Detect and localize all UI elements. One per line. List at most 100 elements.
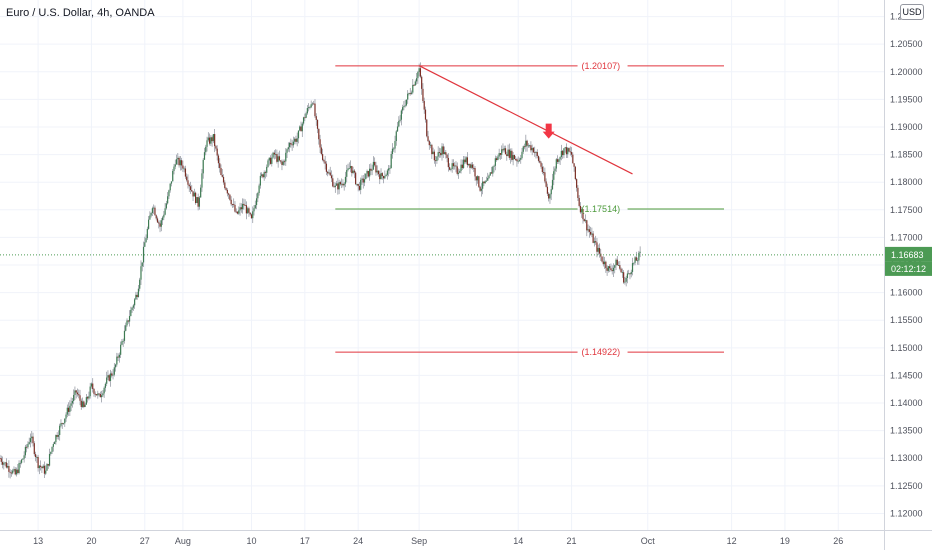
candle-body [273, 152, 275, 155]
candle-body [488, 175, 490, 179]
candle [347, 163, 349, 172]
candle-body [578, 197, 580, 206]
candle-body [263, 172, 265, 178]
candle [294, 137, 296, 145]
candle [99, 391, 101, 398]
candle-body [459, 170, 461, 173]
candle [447, 153, 449, 172]
candle [611, 265, 613, 275]
candle-body [597, 247, 599, 252]
candle [475, 176, 477, 186]
candle-body [313, 103, 315, 105]
candle [203, 147, 206, 160]
candle [624, 277, 626, 285]
candle-body [451, 163, 453, 170]
candle [51, 446, 53, 455]
candle [438, 147, 441, 158]
candle [525, 134, 527, 152]
candle-body [421, 76, 423, 89]
candle-body [414, 81, 416, 86]
candle [595, 235, 597, 245]
candle [554, 166, 556, 175]
candle-body [135, 294, 137, 300]
candle-body [294, 138, 296, 142]
candle [405, 99, 408, 107]
candle [106, 371, 108, 387]
candle-body [574, 166, 576, 180]
candle [234, 201, 236, 213]
candle-body [112, 374, 114, 376]
candle [541, 163, 543, 175]
time-tick-label: 21 [567, 536, 577, 546]
candle [530, 141, 532, 153]
candle [87, 396, 89, 403]
candle-body [55, 435, 57, 443]
candle [404, 99, 406, 108]
candle-body [342, 183, 344, 186]
candle [144, 236, 146, 247]
candle [208, 133, 211, 146]
candle [194, 191, 197, 205]
candle-body [217, 155, 220, 164]
candle-body [148, 219, 150, 229]
candle-body [598, 247, 601, 254]
candle-body [431, 144, 433, 155]
candle-body [358, 185, 361, 190]
candle [54, 441, 56, 445]
candle-body [224, 182, 226, 189]
candle-body [417, 72, 419, 79]
candle-body [630, 271, 632, 275]
price-tick-label: 1.17000 [890, 232, 923, 242]
candle-body [300, 126, 302, 132]
candle [217, 153, 220, 169]
candle-body [229, 194, 231, 200]
candle-body [99, 393, 101, 398]
currency-badge[interactable]: USD [900, 4, 924, 20]
candle [476, 175, 479, 184]
candle-body [603, 261, 606, 265]
candle [23, 451, 25, 463]
candle [409, 87, 411, 96]
candle [503, 145, 505, 153]
candle [351, 165, 353, 177]
candle [167, 192, 169, 205]
candle [380, 168, 382, 180]
candle-body [363, 179, 366, 183]
candle-body [536, 152, 538, 157]
candle-body [468, 163, 470, 166]
candle [151, 206, 154, 216]
candle [489, 171, 491, 176]
candle-body [497, 156, 499, 160]
candle-body [435, 160, 437, 162]
time-axis-labels: 13 20 27 Aug 10 17 24 Sep 14 21 Oct 12 19 26 [33, 536, 843, 546]
price-tick-label: 1.14500 [890, 370, 923, 380]
candle [625, 275, 627, 287]
candle-body [12, 470, 14, 474]
candle-body [87, 397, 89, 399]
candle-body [544, 172, 546, 182]
candle [545, 178, 547, 188]
candle [346, 164, 348, 183]
candle [196, 197, 198, 204]
candle-body [610, 268, 612, 271]
candle [445, 149, 447, 159]
candle [278, 150, 281, 162]
price-tick-label: 1.19500 [890, 94, 923, 104]
candle [323, 158, 325, 164]
candle [440, 148, 442, 158]
candle-body [222, 176, 225, 183]
candle-body [181, 160, 183, 166]
candle [149, 211, 151, 220]
candle-body [45, 470, 47, 474]
candle [360, 177, 362, 195]
candle-body [26, 446, 28, 448]
candle [358, 181, 361, 192]
candle [548, 192, 550, 202]
candle-body [3, 463, 5, 465]
candle-body [399, 119, 401, 121]
candle [523, 143, 526, 150]
candle-body [499, 153, 502, 155]
candle [8, 460, 10, 478]
candle [26, 444, 28, 453]
